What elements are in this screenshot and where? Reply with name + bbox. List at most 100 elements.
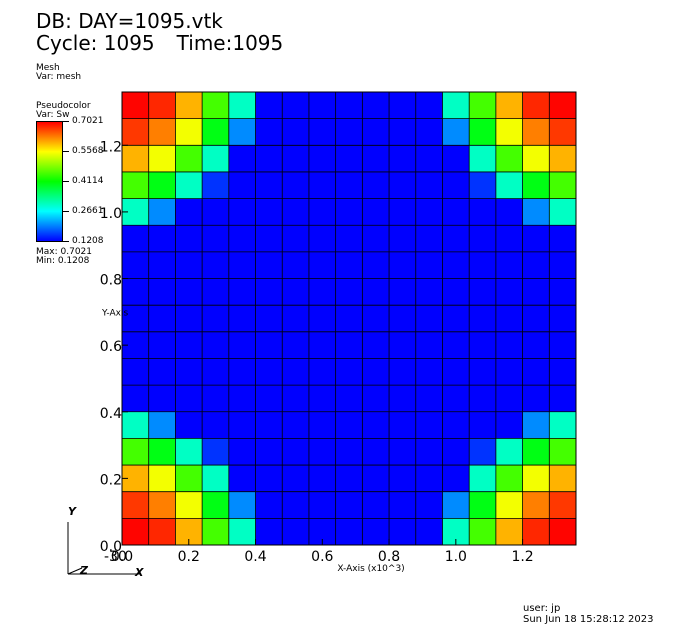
heatmap-cell (549, 465, 577, 493)
heatmap-cell (442, 491, 470, 519)
heatmap-cell (335, 385, 363, 413)
heatmap-cell (335, 251, 363, 280)
heatmap-cell (469, 145, 497, 173)
triad-y-label: Y (68, 505, 77, 518)
heatmap-cell (228, 385, 257, 413)
heatmap-cell (549, 385, 577, 413)
heatmap-cell (148, 465, 176, 493)
date-label: Sun Jun 18 15:28:12 2023 (523, 614, 654, 625)
heatmap-cell (308, 331, 337, 359)
heatmap-cell (255, 411, 283, 439)
heatmap-cell (122, 251, 150, 280)
heatmap-cell (389, 171, 417, 200)
heatmap-cell (495, 145, 524, 173)
heatmap-cell (202, 171, 230, 200)
heatmap-cell (415, 331, 443, 359)
heatmap-cell (282, 411, 310, 439)
y-tick-label: 1.0 (100, 206, 122, 222)
heatmap-cell (122, 278, 150, 306)
heatmap-cell (255, 438, 283, 466)
heatmap-cell (469, 438, 497, 466)
heatmap-cell (175, 465, 203, 493)
heatmap-cell (255, 92, 283, 120)
heatmap-cell (202, 251, 230, 280)
x-tick-label: 0.6 (311, 549, 333, 565)
heatmap-cell (522, 518, 550, 546)
triad-z-axis (67, 567, 83, 575)
heatmap-cell (282, 198, 310, 226)
heatmap-cell (202, 92, 230, 120)
heatmap-cell (228, 145, 257, 173)
colorbar-tick-mark (63, 151, 69, 152)
heatmap-cell (175, 225, 203, 253)
db-title: DB: DAY=1095.vtk (36, 9, 223, 33)
heatmap-cell (549, 145, 577, 173)
heatmap-cell (362, 518, 390, 546)
heatmap-cell (335, 331, 363, 359)
pseudocolor-legend-var: Var: Sw (36, 110, 70, 120)
heatmap-cell (415, 491, 443, 519)
heatmap-cell (282, 171, 310, 200)
triad-x-label: X (134, 566, 144, 579)
heatmap-cell (522, 411, 550, 439)
heatmap-cell (389, 225, 417, 253)
heatmap-cell (389, 118, 417, 146)
heatmap-cell (148, 251, 176, 280)
colorbar-tick-mark (63, 211, 69, 212)
heatmap-cell (308, 438, 337, 466)
heatmap-cell (469, 92, 497, 120)
heatmap-cell (389, 385, 417, 413)
heatmap-cell (335, 491, 363, 519)
heatmap-cell (122, 491, 150, 519)
heatmap-cell (122, 92, 150, 120)
heatmap-cell (228, 92, 257, 120)
y-axis-ticks: 0.0 0.2 0.4 0.6 0.8 1.0 1.2 (100, 139, 128, 555)
heatmap-cell (442, 305, 470, 333)
heatmap-cell (282, 92, 310, 120)
heatmap-cell (202, 518, 230, 546)
colorbar (36, 121, 63, 242)
heatmap-cell (495, 118, 524, 146)
heatmap-cell (202, 198, 230, 226)
heatmap-cell (549, 171, 577, 200)
y-tick-label: 0.6 (100, 339, 122, 355)
heatmap-cell (335, 518, 363, 546)
heatmap-cell (228, 465, 257, 493)
heatmap-cell (442, 92, 470, 120)
heatmap-cell (522, 278, 550, 306)
heatmap-cell (202, 305, 230, 333)
heatmap-cell (308, 385, 337, 413)
y-tick-label: 0.4 (100, 406, 122, 422)
heatmap-cell (549, 225, 577, 253)
heatmap-cell (495, 225, 524, 253)
heatmap-cell (495, 171, 524, 200)
heatmap-cell (442, 465, 470, 493)
heatmap-cell (228, 171, 257, 200)
x-tick-label: 0.4 (244, 549, 266, 565)
plot-frame (121, 91, 577, 546)
heatmap-cell (228, 225, 257, 253)
heatmap-cell (469, 198, 497, 226)
heatmap-cell (522, 358, 550, 386)
heatmap-cell (415, 518, 443, 546)
heatmap-cell (308, 251, 337, 280)
heatmap-cell (308, 491, 337, 519)
heatmap-cell (175, 92, 203, 120)
y-axis-title: Y-Axis (101, 309, 128, 319)
heatmap-cell (282, 278, 310, 306)
heatmap-cell (415, 118, 443, 146)
heatmap-cell (122, 411, 150, 439)
heatmap-cell (148, 145, 176, 173)
heatmap-cell (549, 251, 577, 280)
heatmap-cell (362, 385, 390, 413)
user-label: user: jp (523, 603, 561, 614)
heatmap-cell (335, 118, 363, 146)
y-tick-label: 0.0 (100, 539, 122, 555)
mesh-lines (122, 92, 576, 545)
heatmap-cell (228, 331, 257, 359)
heatmap-cell (255, 305, 283, 333)
heatmap-cell (335, 145, 363, 173)
heatmap-cell (495, 358, 524, 386)
heatmap-cell (362, 118, 390, 146)
colorbar-tick-label: 0.7021 (72, 116, 104, 126)
